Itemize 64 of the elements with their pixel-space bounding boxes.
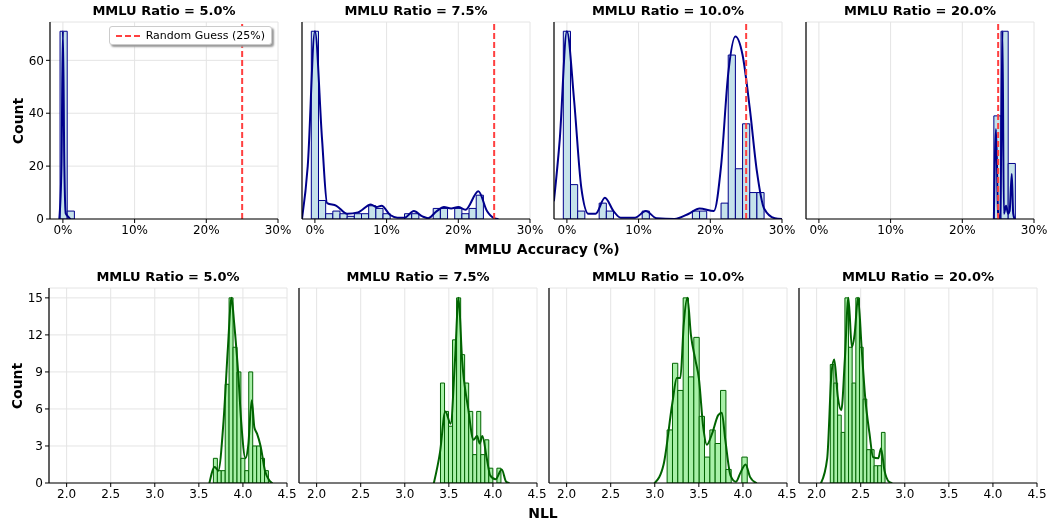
chart-title: MMLU Ratio = 10.0% [590,269,746,284]
chart-title: MMLU Ratio = 20.0% [840,269,996,284]
y-tick-label: 60 [28,53,44,68]
x-tick-label: 30% [264,222,292,237]
x-tick-label: 3.5 [939,486,959,501]
chart-title: MMLU Ratio = 20.0% [842,3,998,18]
x-tick-label: 0% [557,222,577,237]
y-tick-label: 6 [35,402,43,417]
x-tick-label: 2.0 [307,486,327,501]
x-tick-label: 0% [305,222,325,237]
x-axis-title: MMLU Accuracy (%) [464,241,620,257]
x-tick-label: 10% [877,222,904,237]
x-axis-title: NLL [528,505,558,520]
x-tick-label: 30% [768,222,796,237]
x-tick-label: 10% [625,222,652,237]
chart-title: MMLU Ratio = 7.5% [345,269,491,284]
x-tick-label: 30% [516,222,544,237]
x-tick-label: 30% [1020,222,1048,237]
x-tick-label: 2.0 [557,486,577,501]
y-tick-label: 9 [35,365,43,380]
x-tick-label: 3.5 [439,486,459,501]
x-tick-label: 3.0 [145,486,165,501]
chart-title: MMLU Ratio = 7.5% [343,3,489,18]
x-tick-label: 4.0 [983,486,1003,501]
x-tick-label: 20% [696,222,724,237]
ref-line-label: Random Guess (25%) [145,29,265,42]
chart-title: MMLU Ratio = 5.0% [95,269,241,284]
x-tick-label: 0% [809,222,829,237]
x-tick-label: 2.5 [351,486,371,501]
y-axis-title: Count [10,97,26,144]
x-tick-label: 2.5 [851,486,871,501]
x-tick-label: 20% [444,222,472,237]
x-tick-label: 3.0 [645,486,665,501]
x-tick-label: 2.0 [57,486,77,501]
y-tick-label: 12 [27,328,43,343]
x-tick-label: 3.0 [895,486,915,501]
x-tick-label: 3.5 [189,486,209,501]
x-tick-label: 4.5 [777,486,797,501]
x-tick-label: 0% [53,222,73,237]
y-tick-label: 0 [36,212,44,227]
x-tick-label: 2.5 [601,486,621,501]
x-tick-label: 4.5 [277,486,297,501]
x-tick-label: 3.5 [689,486,709,501]
chart-title: MMLU Ratio = 5.0% [91,3,237,18]
x-tick-label: 10% [121,222,148,237]
y-tick-label: 0 [35,476,43,491]
y-tick-label: 15 [27,291,43,306]
y-tick-label: 3 [35,439,43,454]
y-tick-label: 20 [28,159,44,174]
x-tick-label: 20% [192,222,220,237]
x-tick-label: 2.5 [101,486,121,501]
x-tick-label: 4.5 [1027,486,1047,501]
x-tick-label: 2.0 [807,486,827,501]
chart-title: MMLU Ratio = 10.0% [590,3,746,18]
legend: Random Guess (25%) [108,26,272,45]
x-tick-label: 20% [948,222,976,237]
x-tick-label: 4.5 [527,486,547,501]
x-tick-label: 10% [373,222,400,237]
y-tick-label: 40 [28,106,44,121]
x-tick-label: 3.0 [395,486,415,501]
x-tick-label: 4.0 [733,486,753,501]
x-tick-label: 4.0 [233,486,253,501]
x-tick-label: 4.0 [483,486,503,501]
y-axis-title: Count [9,362,25,409]
